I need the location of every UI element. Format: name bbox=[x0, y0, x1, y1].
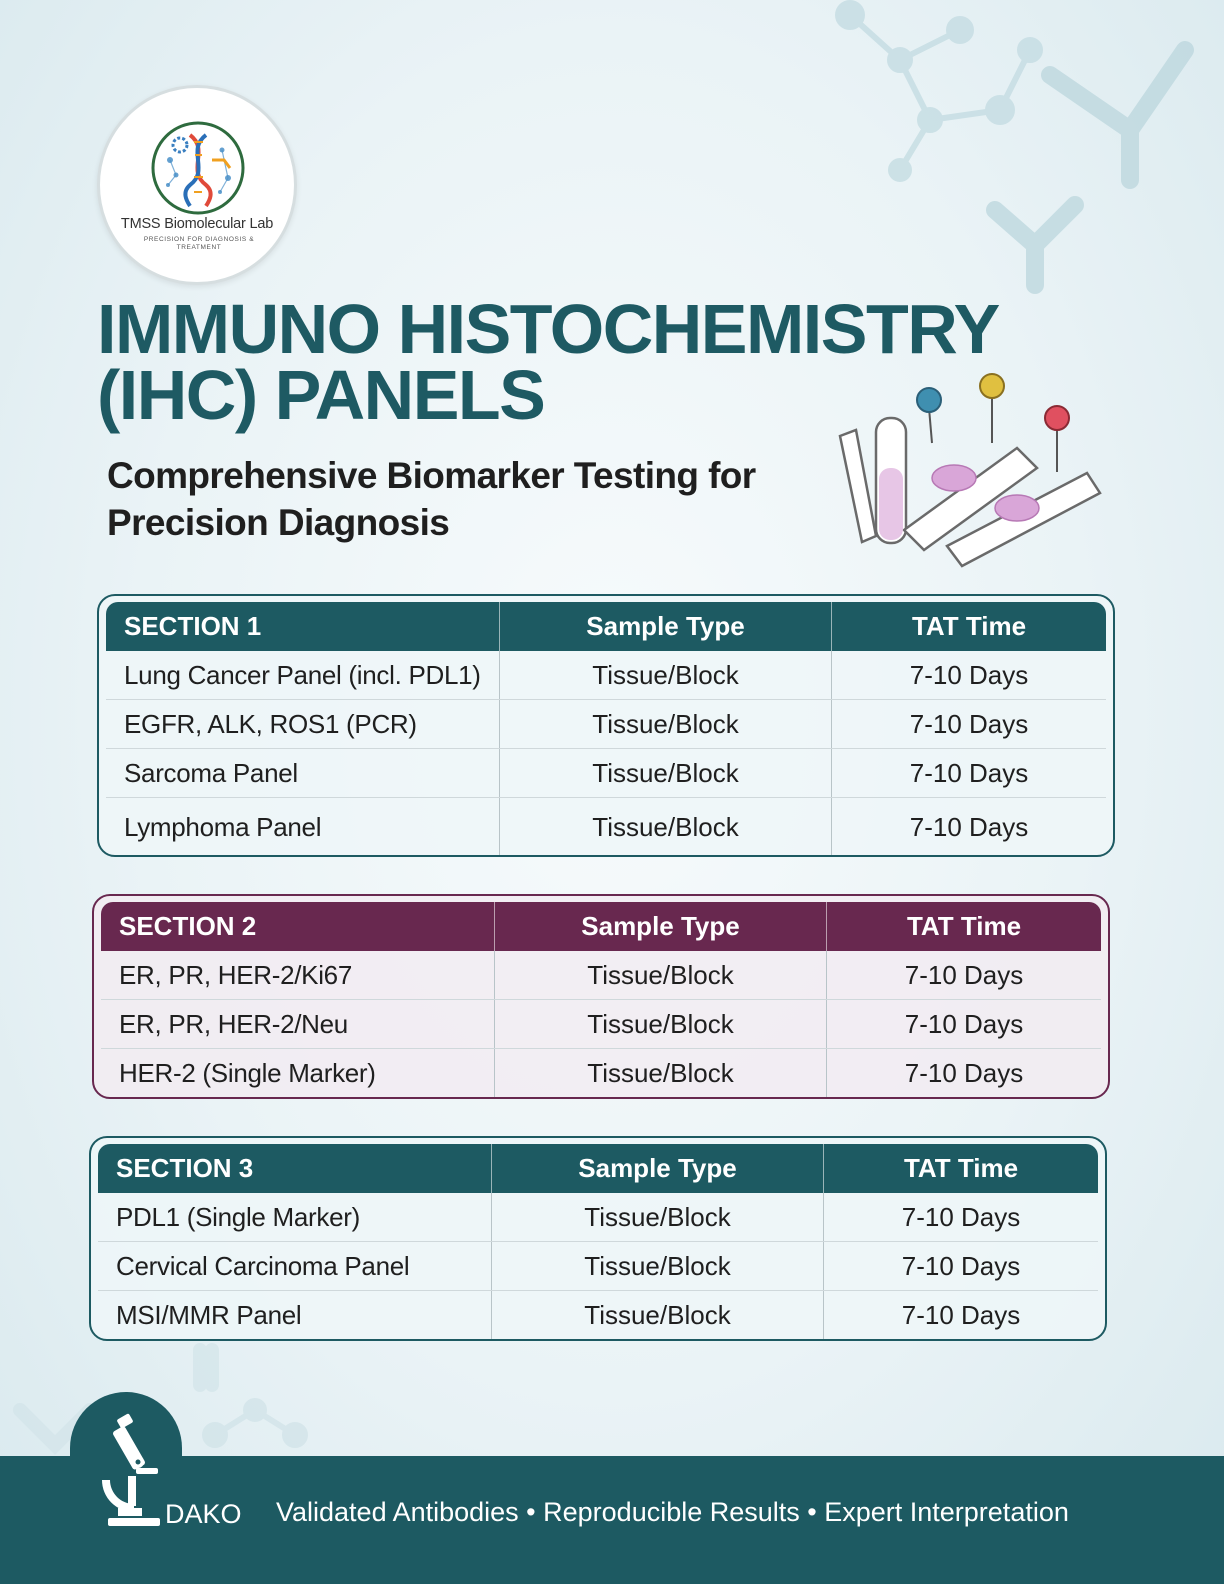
table-row: MSI/MMR Panel Tissue/Block 7-10 Days bbox=[98, 1291, 1098, 1339]
sample-type: Tissue/Block bbox=[500, 651, 832, 699]
test-name: Lymphoma Panel bbox=[106, 798, 500, 855]
tat-time: 7-10 Days bbox=[909, 659, 1029, 690]
sample-type: Tissue/Block bbox=[500, 749, 832, 797]
test-name: Cervical Carcinoma Panel bbox=[98, 1242, 492, 1290]
table-row: PDL1 (Single Marker) Tissue/Block 7-10 D… bbox=[98, 1193, 1098, 1242]
sample-type: Tissue/Block bbox=[492, 1242, 824, 1290]
section-header: SECTION 1 Sample Type TAT Time bbox=[106, 602, 1106, 651]
tat-time: 7-10 Days bbox=[909, 811, 1029, 842]
title-line-1: IMMUNO HISTOCHEMISTRY bbox=[97, 290, 1000, 368]
table-row: ER, PR, HER-2/Ki67 Tissue/Block 7-10 Day… bbox=[101, 951, 1101, 1000]
test-name: ER, PR, HER-2/Neu bbox=[101, 1000, 495, 1048]
test-name: Sarcoma Panel bbox=[106, 749, 500, 797]
sample-type: Tissue/Block bbox=[492, 1291, 824, 1339]
tat-time: 7-10 Days bbox=[909, 708, 1029, 739]
table-row: ER, PR, HER-2/Neu Tissue/Block 7-10 Days bbox=[101, 1000, 1101, 1049]
test-name: ER, PR, HER-2/Ki67 bbox=[101, 951, 495, 999]
section-1-table: SECTION 1 Sample Type TAT Time Lung Canc… bbox=[97, 594, 1115, 857]
sample-type: Tissue/Block bbox=[495, 1049, 827, 1097]
footer-bar bbox=[0, 1456, 1224, 1584]
tat-time-header: TAT Time bbox=[903, 1153, 1019, 1183]
test-name: Lung Cancer Panel (incl. PDL1) bbox=[106, 651, 500, 699]
section-header: SECTION 2 Sample Type TAT Time bbox=[101, 902, 1101, 951]
page-subtitle: Comprehensive Biomarker Testing for Prec… bbox=[107, 452, 867, 546]
table-row: EGFR, ALK, ROS1 (PCR) Tissue/Block 7-10 … bbox=[106, 700, 1106, 749]
section-name: SECTION 1 bbox=[106, 602, 500, 651]
tat-time-header: TAT Time bbox=[911, 611, 1027, 641]
dna-logo-icon bbox=[151, 121, 245, 215]
table-row: HER-2 (Single Marker) Tissue/Block 7-10 … bbox=[101, 1049, 1101, 1097]
sample-type: Tissue/Block bbox=[500, 700, 832, 748]
tat-time: 7-10 Days bbox=[901, 1201, 1021, 1232]
sample-type: Tissue/Block bbox=[492, 1193, 824, 1241]
section-name: SECTION 2 bbox=[101, 902, 495, 951]
tat-time: 7-10 Days bbox=[904, 1008, 1024, 1039]
section-2-table: SECTION 2 Sample Type TAT Time ER, PR, H… bbox=[92, 894, 1110, 1099]
lab-name: TMSS Biomolecular Lab bbox=[120, 216, 274, 232]
sample-type: Tissue/Block bbox=[500, 798, 832, 855]
section-name: SECTION 3 bbox=[98, 1144, 492, 1193]
microscope-icon bbox=[102, 1413, 160, 1526]
subtitle-line-1: Comprehensive Biomarker Testing for bbox=[107, 455, 756, 496]
test-name: PDL1 (Single Marker) bbox=[98, 1193, 492, 1241]
sample-type: Tissue/Block bbox=[495, 951, 827, 999]
test-name: MSI/MMR Panel bbox=[98, 1291, 492, 1339]
lab-logo: TMSS Biomolecular Lab PRECISION FOR DIAG… bbox=[97, 85, 297, 285]
test-name: EGFR, ALK, ROS1 (PCR) bbox=[106, 700, 500, 748]
tat-time: 7-10 Days bbox=[901, 1300, 1021, 1330]
sample-type-header: Sample Type bbox=[495, 902, 827, 951]
test-name: HER-2 (Single Marker) bbox=[101, 1049, 495, 1097]
sample-type-header: Sample Type bbox=[500, 602, 832, 651]
subtitle-line-2: Precision Diagnosis bbox=[107, 502, 450, 543]
sample-type: Tissue/Block bbox=[495, 1000, 827, 1048]
lab-tagline: PRECISION FOR DIAGNOSIS & TREATMENT bbox=[143, 236, 255, 251]
footer-brand: DAKO bbox=[165, 1499, 242, 1529]
sample-type-header: Sample Type bbox=[492, 1144, 824, 1193]
section-3-table: SECTION 3 Sample Type TAT Time PDL1 (Sin… bbox=[89, 1136, 1107, 1341]
table-row: Lymphoma Panel Tissue/Block 7-10 Days bbox=[106, 798, 1106, 855]
title-line-2: (IHC) PANELS bbox=[97, 356, 546, 434]
test-tube-slides-icon bbox=[838, 373, 1102, 568]
page-title: IMMUNO HISTOCHEMISTRY (IHC) PANELS bbox=[97, 290, 1077, 434]
tat-time: 7-10 Days bbox=[904, 959, 1024, 990]
table-row: Sarcoma Panel Tissue/Block 7-10 Days bbox=[106, 749, 1106, 798]
table-row: Lung Cancer Panel (incl. PDL1) Tissue/Bl… bbox=[106, 651, 1106, 700]
tat-time: 7-10 Days bbox=[901, 1250, 1021, 1281]
footer-tagline: Validated Antibodies • Reproducible Resu… bbox=[276, 1497, 1069, 1527]
tat-time: 7-10 Days bbox=[909, 757, 1029, 788]
table-row: Cervical Carcinoma Panel Tissue/Block 7-… bbox=[98, 1242, 1098, 1291]
tat-time: 7-10 Days bbox=[904, 1058, 1024, 1088]
tat-time-header: TAT Time bbox=[906, 911, 1022, 941]
section-header: SECTION 3 Sample Type TAT Time bbox=[98, 1144, 1098, 1193]
